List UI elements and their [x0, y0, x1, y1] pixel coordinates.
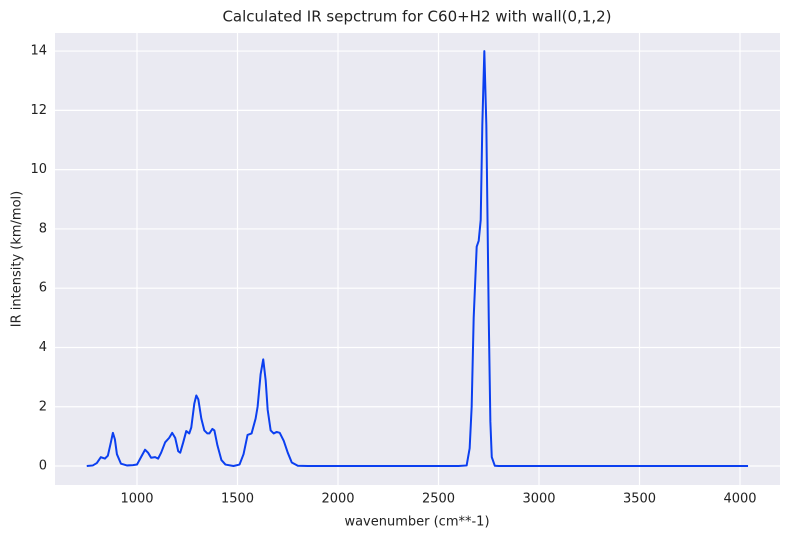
y-tick-label: 2 [39, 399, 47, 414]
x-tick-label: 3000 [522, 492, 555, 507]
y-tick-label: 0 [39, 459, 47, 474]
x-tick-label: 3500 [623, 492, 656, 507]
x-tick-label: 1000 [120, 492, 153, 507]
y-tick-label: 4 [39, 340, 47, 355]
chart-title: Calculated IR sepctrum for C60+H2 with w… [222, 8, 611, 26]
y-tick-label: 12 [30, 103, 47, 118]
x-tick-label: 2000 [321, 492, 354, 507]
x-tick-label: 2500 [422, 492, 455, 507]
plot-area [55, 33, 780, 485]
data-line [86, 50, 749, 468]
y-tick-label: 10 [30, 162, 47, 177]
x-tick-label: 1500 [221, 492, 254, 507]
y-axis-label: IR intensity (km/mol) [10, 191, 25, 327]
y-tick-label: 6 [39, 281, 47, 296]
y-tick-label: 14 [30, 44, 47, 59]
x-tick-label: 4000 [723, 492, 756, 507]
y-tick-label: 8 [39, 221, 47, 236]
x-axis-label: wavenumber (cm**-1) [344, 515, 489, 530]
